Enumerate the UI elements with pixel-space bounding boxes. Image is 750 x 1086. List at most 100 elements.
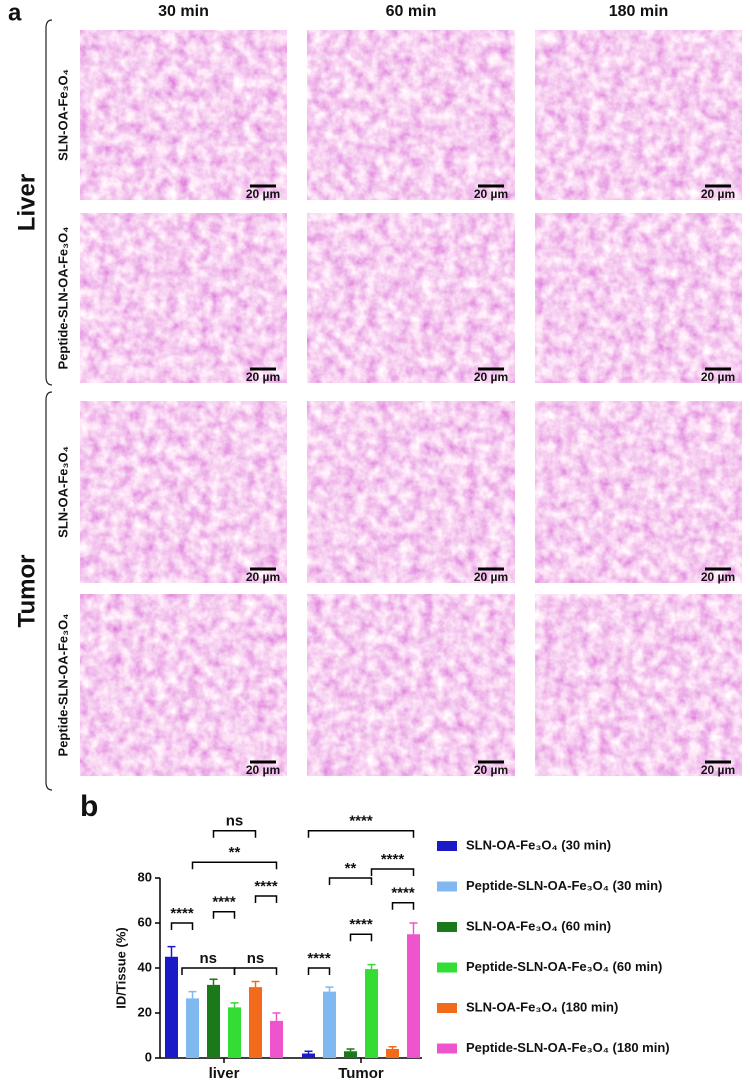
significance-label: ****: [254, 878, 278, 895]
bar: [207, 984, 220, 1058]
significance-label: ****: [212, 894, 236, 911]
column-header: 60 min: [386, 3, 437, 20]
y-tick-label: 80: [138, 869, 152, 884]
significance-bracket: [233, 967, 278, 975]
legend-swatch: [437, 841, 457, 851]
x-tick-label: Tumor: [338, 1065, 384, 1082]
legend-label: SLN-OA-Fe₃O₄ (30 min): [466, 837, 611, 852]
micrograph: [307, 594, 515, 776]
micrograph: [535, 594, 742, 776]
significance-label: ****: [307, 950, 331, 967]
error-bar: [367, 963, 376, 970]
error-bar: [230, 1002, 239, 1008]
bar: [323, 991, 336, 1058]
error-bar: [325, 986, 334, 992]
y-tick-label: 20: [138, 1004, 152, 1019]
legend-swatch: [437, 962, 457, 973]
legend-label: Peptide-SLN-OA-Fe₃O₄ (30 min): [466, 878, 662, 893]
bar: [302, 1053, 315, 1058]
significance-bracket: [181, 967, 236, 975]
micrograph: [307, 30, 515, 200]
bar: [365, 969, 378, 1058]
y-axis-label: ID/Tissue (%): [113, 927, 128, 1008]
significance-label: ****: [349, 813, 373, 830]
micrograph: [80, 213, 287, 383]
significance-label: **: [345, 860, 357, 877]
significance-bracket: [212, 911, 236, 919]
legend-label: SLN-OA-Fe₃O₄ (60 min): [466, 918, 611, 933]
y-tick-label: 60: [138, 914, 152, 929]
error-bar: [272, 1012, 281, 1021]
scale-bar-label: 20 µm: [474, 187, 508, 201]
micrograph: [307, 401, 515, 583]
scale-bar-label: 20 µm: [246, 763, 280, 777]
scale-bar-label: 20 µm: [246, 187, 280, 201]
row-label: SLN-OA-Fe₃O₄: [55, 446, 70, 538]
micrograph: [535, 30, 742, 200]
significance-label: **: [229, 844, 241, 861]
legend-swatch: [437, 881, 457, 892]
significance-bracket: [391, 902, 415, 910]
micrograph: [535, 213, 742, 383]
y-tick-label: 40: [138, 959, 152, 974]
significance-label: ns: [247, 950, 265, 967]
legend-swatch: [437, 922, 457, 932]
micrograph: [80, 30, 287, 200]
panel-label: b: [80, 790, 98, 823]
bar: [165, 956, 178, 1058]
scale-bar-label: 20 µm: [246, 570, 280, 584]
legend-label: Peptide-SLN-OA-Fe₃O₄ (180 min): [466, 1040, 670, 1055]
micrograph: [307, 213, 515, 383]
significance-bracket: [328, 877, 373, 885]
significance-label: ns: [199, 950, 217, 967]
column-header: 180 min: [609, 3, 669, 20]
significance-label: ****: [381, 851, 405, 868]
row-label: SLN-OA-Fe₃O₄: [55, 69, 70, 161]
scale-bar-label: 20 µm: [246, 370, 280, 384]
micrograph: [535, 401, 742, 583]
scale-bar-label: 20 µm: [474, 763, 508, 777]
y-tick-label: 0: [145, 1049, 152, 1064]
significance-bracket: [307, 830, 415, 838]
error-bar: [409, 922, 418, 935]
significance-bracket: [212, 830, 257, 838]
row-label: Peptide-SLN-OA-Fe₃O₄: [55, 614, 70, 757]
group-label: Liver: [13, 174, 40, 231]
bar: [186, 998, 199, 1058]
group-bracket: [45, 19, 53, 386]
bar: [344, 1051, 357, 1058]
micrograph: [80, 401, 287, 583]
legend-label: SLN-OA-Fe₃O₄ (180 min): [466, 999, 618, 1014]
significance-label: ****: [349, 916, 373, 933]
significance-label: ****: [391, 885, 415, 902]
significance-bracket: [349, 933, 373, 942]
bar: [386, 1049, 399, 1058]
bar: [249, 987, 262, 1058]
scale-bar-label: 20 µm: [474, 570, 508, 584]
bar: [228, 1007, 241, 1058]
legend-label: Peptide-SLN-OA-Fe₃O₄ (60 min): [466, 959, 662, 974]
row-label: Peptide-SLN-OA-Fe₃O₄: [55, 227, 70, 370]
x-tick-label: liver: [209, 1065, 240, 1082]
significance-label: ns: [226, 813, 244, 830]
error-bar: [251, 980, 260, 988]
group-bracket: [45, 391, 53, 791]
scale-bar-label: 20 µm: [701, 763, 735, 777]
legend-swatch: [437, 1003, 457, 1013]
column-header: 30 min: [158, 3, 209, 20]
error-bar: [388, 1046, 397, 1049]
error-bar: [188, 990, 197, 999]
significance-bracket: [254, 895, 278, 903]
legend-swatch: [437, 1043, 457, 1054]
bar: [407, 934, 420, 1058]
bar: [270, 1020, 283, 1058]
scale-bar-label: 20 µm: [701, 370, 735, 384]
significance-bracket: [191, 861, 278, 870]
significance-bracket: [307, 967, 331, 975]
significance-bracket: [170, 922, 194, 930]
error-bar: [209, 978, 218, 985]
panel-label: a: [8, 0, 22, 26]
significance-label: ****: [170, 905, 194, 922]
error-bar: [167, 945, 176, 957]
